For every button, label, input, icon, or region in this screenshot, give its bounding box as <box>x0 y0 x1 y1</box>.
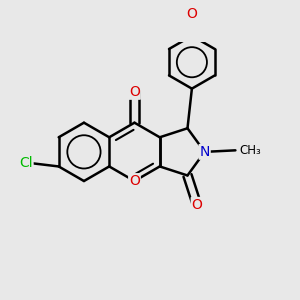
Text: Cl: Cl <box>19 155 33 170</box>
Text: CH₃: CH₃ <box>240 144 262 157</box>
Text: O: O <box>129 85 140 99</box>
Text: N: N <box>200 145 210 159</box>
Text: O: O <box>192 198 203 212</box>
Text: O: O <box>187 7 197 21</box>
Text: O: O <box>129 174 140 188</box>
Text: CH₃: CH₃ <box>242 0 262 2</box>
